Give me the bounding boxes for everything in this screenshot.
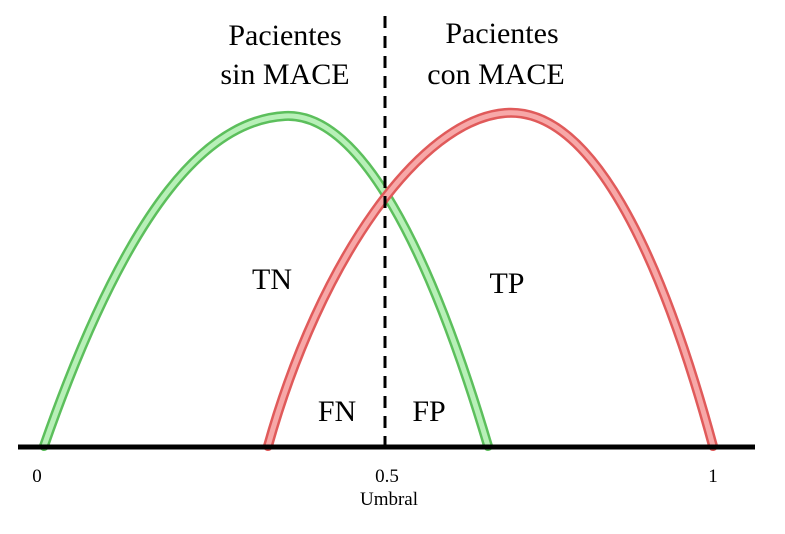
x-axis-title: Umbral: [360, 489, 418, 510]
true-negative-label: TN: [252, 263, 292, 296]
false-positive-label: FP: [412, 395, 445, 428]
negative-group-label-line2: sin MACE: [220, 58, 349, 91]
positive-distribution-curve: [263, 107, 718, 451]
negative-group-label-line1: Pacientes: [228, 19, 341, 52]
positive-group-label-line1: Pacientes: [445, 17, 558, 50]
false-negative-label: FN: [318, 395, 356, 428]
tick-label-0: 0: [32, 466, 42, 487]
positive-group-label-line2: con MACE: [427, 58, 565, 91]
negative-distribution-curve: [39, 110, 493, 451]
tick-label-0-5: 0.5: [375, 466, 399, 487]
tick-label-1: 1: [708, 466, 718, 487]
true-positive-label: TP: [489, 267, 524, 300]
